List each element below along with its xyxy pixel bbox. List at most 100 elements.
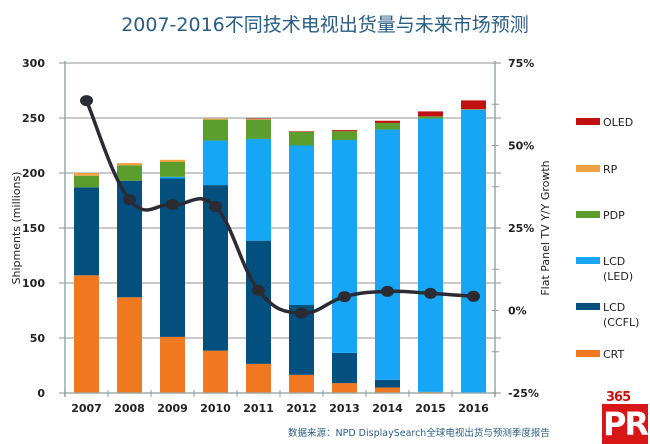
growth-point-2016 (467, 290, 480, 302)
growth-point-2008 (123, 194, 136, 206)
y-tick-label: 250 (22, 112, 45, 125)
legend-swatch (576, 350, 600, 357)
legend-swatch (576, 165, 600, 172)
y-tick-label: 200 (22, 167, 45, 180)
bar-crt-2008 (117, 297, 142, 393)
y-tick-label: 0 (37, 387, 45, 400)
growth-line (80, 95, 480, 319)
bar-pdp-2015 (418, 116, 443, 119)
bar-oled-2015 (418, 111, 443, 117)
bar-crt-2010 (203, 350, 228, 393)
x-tick-label: 2007 (71, 402, 102, 415)
x-tick-label: 2015 (415, 402, 446, 415)
bar-pdp-2010 (203, 119, 228, 141)
y-tick-label: 150 (22, 222, 45, 235)
bar-crt-2009 (160, 336, 185, 393)
y-axis-label: Shipments (millions) (10, 172, 23, 285)
growth-point-2013 (338, 291, 351, 303)
legend-label: (CCFL) (603, 316, 639, 329)
bar-rp-2010 (203, 118, 228, 120)
bar-rp-2008 (117, 163, 142, 166)
bar-lcd-ccfl-2011 (246, 240, 271, 364)
bar-oled-2012 (289, 131, 314, 132)
legend-label: PDP (603, 209, 625, 222)
x-axis-ticks: 2007 2008 2009 2010 2011 2012 2013 2014 2015 2016 (71, 402, 489, 415)
x-tick-label: 2010 (200, 402, 231, 415)
bar-pdp-2009 (160, 162, 185, 177)
bar-lcd-led-2010 (203, 140, 228, 186)
bar-pdp-2014 (375, 122, 400, 130)
x-tick-label: 2011 (243, 402, 274, 415)
x-tick-label: 2012 (286, 402, 317, 415)
x-tick-label: 2009 (157, 402, 188, 415)
y2-tick-label: 50% (508, 140, 534, 153)
bar-rp-2011 (246, 119, 271, 120)
legend-label: OLED (603, 116, 633, 129)
growth-point-2010 (209, 201, 222, 213)
logo-letters: PR (602, 404, 649, 444)
legend-label: LCD (603, 255, 625, 268)
bar-rp-2009 (160, 159, 185, 162)
bar-oled-2016 (461, 100, 486, 110)
bar-lcd-ccfl-2007 (74, 187, 99, 276)
x-tick-label: 2014 (372, 402, 403, 415)
legend-label: CRT (603, 348, 625, 361)
growth-line-path (84, 99, 474, 315)
chart-title: 2007-2016不同技术电视出货量与未来市场预测 (121, 14, 529, 36)
growth-point-2011 (252, 284, 265, 296)
bar-lcd-led-2013 (332, 140, 357, 353)
y2-tick-label: 0% (508, 305, 527, 318)
y-tick-label: 50 (30, 332, 46, 345)
bar-pdp-2016 (461, 109, 486, 110)
growth-point-2007 (80, 95, 93, 107)
x-tick-label: 2013 (329, 402, 360, 415)
bar-lcd-led-2009 (160, 176, 185, 179)
bar-crt-2012 (289, 374, 314, 393)
legend-swatch (576, 118, 600, 125)
x-tick-label: 2016 (458, 402, 489, 415)
legend-label: LCD (603, 301, 625, 314)
bar-pdp-2008 (117, 165, 142, 181)
y2-axis-ticks: -25% 0% 25% 50% 75% (508, 57, 539, 400)
legend-swatch (576, 211, 600, 218)
bar-crt-2007 (74, 275, 99, 393)
bar-oled-2013 (332, 130, 357, 132)
x-tick-label: 2008 (114, 402, 145, 415)
bar-lcd-ccfl-2013 (332, 352, 357, 384)
bar-rp-2007 (74, 173, 99, 176)
bar-lcd-led-2014 (375, 129, 400, 380)
bar-crt-2014 (375, 387, 400, 393)
legend-swatch (576, 257, 600, 264)
legend-label: (LED) (603, 270, 633, 283)
bar-crt-2011 (246, 363, 271, 393)
bar-pdp-2012 (289, 131, 314, 146)
source-note: 数据来源：NPD DisplaySearch全球电视出货与预测季度报告 (288, 428, 550, 439)
bar-lcd-led-2012 (289, 145, 314, 305)
bar-lcd-ccfl-2014 (375, 379, 400, 388)
growth-point-2015 (424, 287, 437, 299)
y-tick-label: 300 (22, 57, 45, 70)
bars (74, 100, 486, 393)
bar-lcd-led-2015 (418, 118, 443, 392)
bar-lcd-ccfl-2010 (203, 185, 228, 351)
bar-crt-2013 (332, 383, 357, 393)
legend-swatch (576, 303, 600, 310)
bar-oled-2011 (246, 118, 271, 120)
growth-point-2014 (381, 285, 394, 297)
logo-number: 365 (606, 390, 631, 405)
bar-pdp-2007 (74, 175, 99, 188)
y-tick-label: 100 (22, 277, 45, 290)
bar-pdp-2013 (332, 131, 357, 140)
y2-axis-label: Flat Panel TV Y/Y Growth (539, 160, 552, 295)
bar-oled-2014 (375, 120, 400, 123)
bar-lcd-led-2011 (246, 138, 271, 241)
axes (64, 61, 499, 397)
growth-point-2012 (295, 307, 308, 319)
growth-point-2009 (166, 199, 179, 211)
y2-tick-label: 75% (508, 57, 534, 70)
y2-tick-label: -25% (508, 387, 539, 400)
legend: OLED RP PDP LCD (LED) LCD (CCFL) CRT (576, 116, 639, 361)
bar-lcd-led-2016 (461, 109, 486, 393)
bar-pdp-2011 (246, 119, 271, 139)
